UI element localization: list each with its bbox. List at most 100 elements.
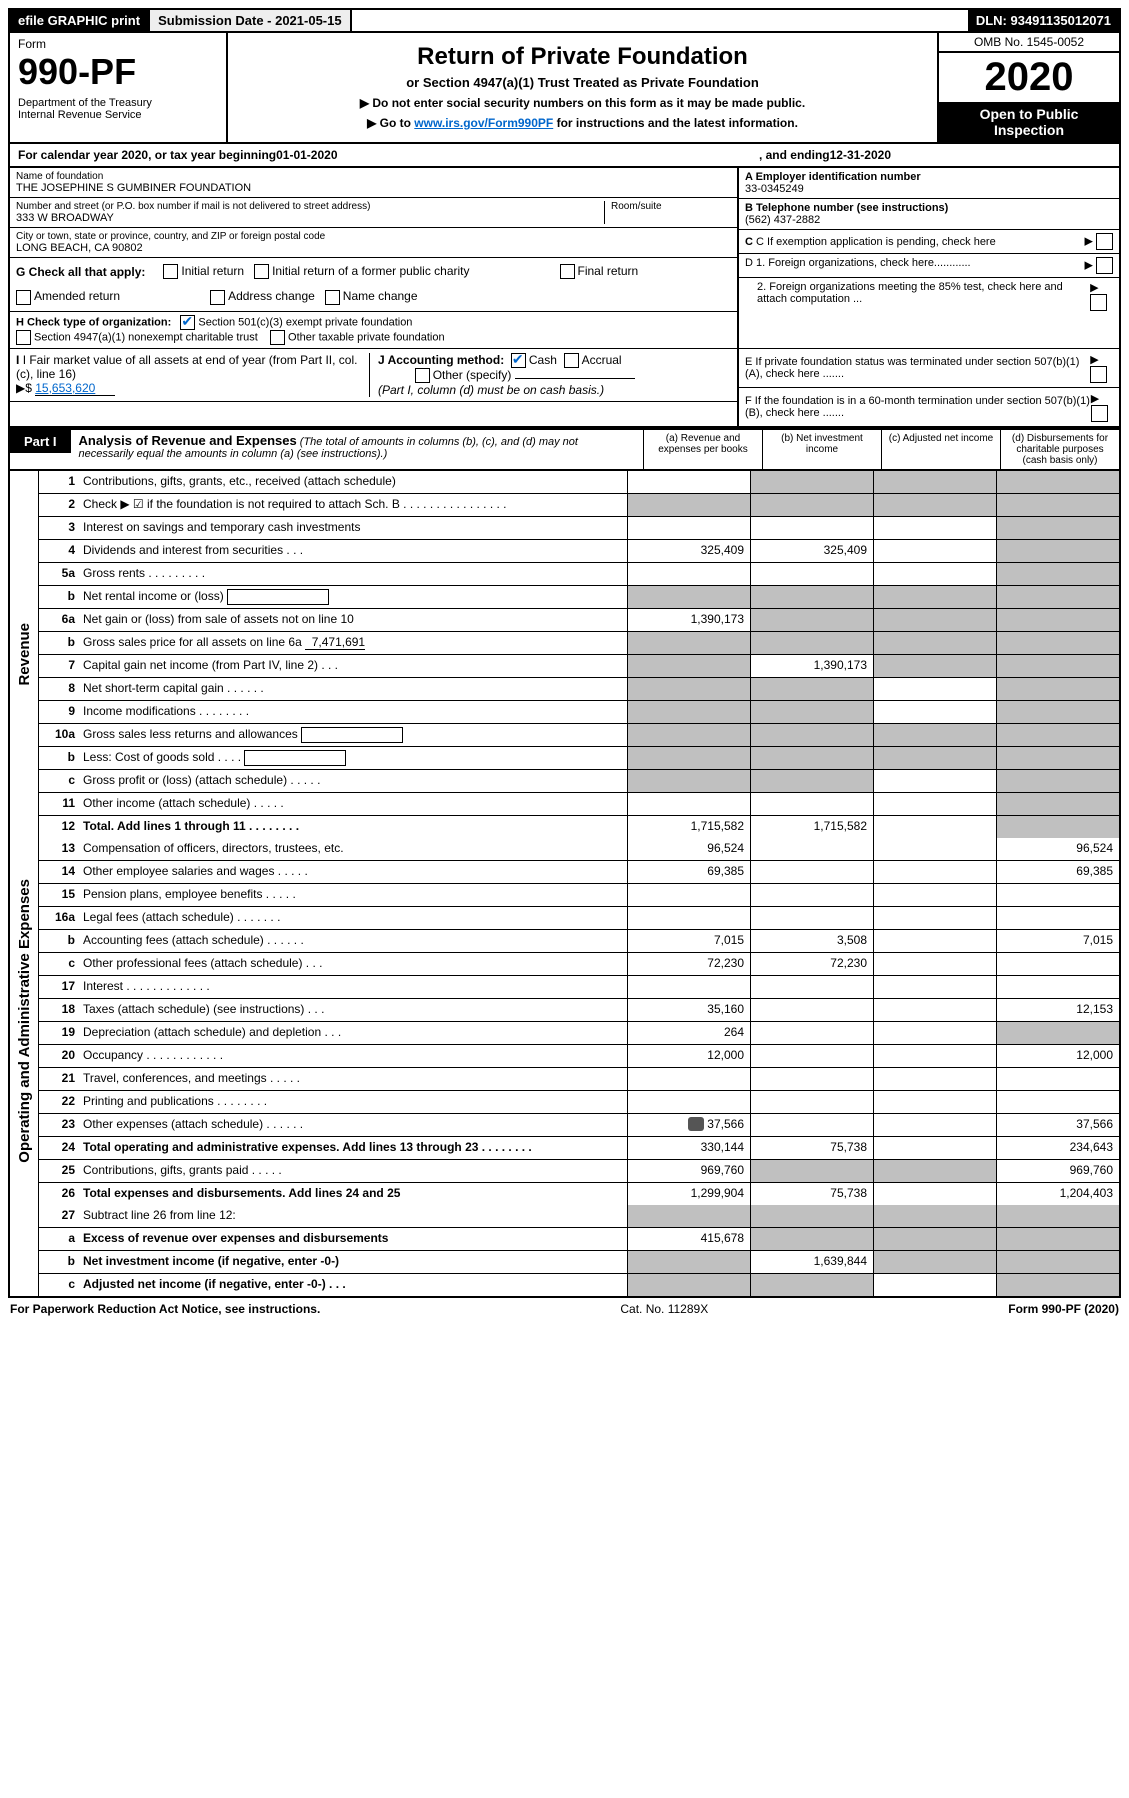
cal-end: 12-31-2020 (830, 148, 891, 162)
cell-value (996, 1251, 1119, 1273)
part1-header-row: Part I Analysis of Revenue and Expenses … (8, 428, 1121, 469)
row-number: 3 (39, 517, 79, 539)
cell-value (750, 861, 873, 883)
row-desc: Net gain or (loss) from sale of assets n… (79, 609, 627, 631)
foundation-address: 333 W BROADWAY (16, 212, 604, 224)
fmv-value[interactable]: 15,653,620 (35, 381, 115, 396)
cell-value (996, 1068, 1119, 1090)
chk-d1[interactable] (1096, 257, 1113, 274)
table-row: 8 Net short-term capital gain . . . . . … (39, 678, 1119, 701)
cell-value (873, 1114, 996, 1136)
row-desc: Total operating and administrative expen… (79, 1137, 627, 1159)
cell-value (627, 586, 750, 608)
chk-name-change[interactable] (325, 290, 340, 305)
cell-value (873, 930, 996, 952)
chk-c[interactable] (1096, 233, 1113, 250)
cell-value (627, 793, 750, 815)
row-desc: Printing and publications . . . . . . . … (79, 1091, 627, 1113)
chk-amended-return[interactable] (16, 290, 31, 305)
footer-mid: Cat. No. 11289X (620, 1302, 708, 1316)
row-number: 7 (39, 655, 79, 677)
row-desc: Net investment income (if negative, ente… (79, 1251, 627, 1273)
cell-value (873, 678, 996, 700)
cal-mid: , and ending (759, 148, 830, 162)
chk-501c3[interactable] (180, 315, 195, 330)
table-row: b Net investment income (if negative, en… (39, 1251, 1119, 1274)
form990pf-link[interactable]: www.irs.gov/Form990PF (414, 116, 553, 130)
cell-value (750, 1205, 873, 1227)
cell-value (627, 770, 750, 792)
cell-value: 96,524 (996, 838, 1119, 860)
table-row: 26 Total expenses and disbursements. Add… (39, 1183, 1119, 1205)
row-desc: Net short-term capital gain . . . . . . (79, 678, 627, 700)
row-number: b (39, 632, 79, 654)
row-desc: Compensation of officers, directors, tru… (79, 838, 627, 860)
addr-label: Number and street (or P.O. box number if… (16, 201, 604, 212)
table-row: c Gross profit or (loss) (attach schedul… (39, 770, 1119, 793)
chk-e[interactable] (1090, 366, 1107, 383)
chk-cash[interactable] (511, 353, 526, 368)
cell-value (750, 1022, 873, 1044)
row-number: c (39, 770, 79, 792)
cell-value (996, 586, 1119, 608)
chk-f[interactable] (1091, 405, 1108, 422)
cell-value (627, 1251, 750, 1273)
table-row: 9 Income modifications . . . . . . . . (39, 701, 1119, 724)
efile-label[interactable]: efile GRAPHIC print (10, 10, 150, 31)
chk-4947a1[interactable] (16, 330, 31, 345)
row-desc: Gross rents . . . . . . . . . (79, 563, 627, 585)
cell-value: 1,299,904 (627, 1183, 750, 1205)
cell-value (873, 540, 996, 562)
row-number: 26 (39, 1183, 79, 1205)
table-row: 3 Interest on savings and temporary cash… (39, 517, 1119, 540)
chk-other-taxable[interactable] (270, 330, 285, 345)
cell-value (750, 517, 873, 539)
chk-other-method[interactable] (415, 368, 430, 383)
chk-initial-former[interactable] (254, 264, 269, 279)
cell-value: 415,678 (627, 1228, 750, 1250)
d1-label: D 1. Foreign organizations, check here..… (745, 257, 971, 274)
foundation-name: THE JOSEPHINE S GUMBINER FOUNDATION (16, 182, 731, 194)
cell-value (750, 1068, 873, 1090)
row-desc: Other employee salaries and wages . . . … (79, 861, 627, 883)
cell-value (627, 976, 750, 998)
cell-value (873, 655, 996, 677)
cell-value: 1,715,582 (750, 816, 873, 838)
table-row: 4 Dividends and interest from securities… (39, 540, 1119, 563)
cal-begin: 01-01-2020 (276, 148, 337, 162)
attachment-icon[interactable] (688, 1117, 704, 1131)
row-desc: Pension plans, employee benefits . . . .… (79, 884, 627, 906)
cell-value (996, 884, 1119, 906)
chk-initial-return[interactable] (163, 264, 178, 279)
cell-value (750, 1114, 873, 1136)
cell-value (627, 678, 750, 700)
cell-value (873, 1183, 996, 1205)
cell-value: 330,144 (627, 1137, 750, 1159)
cell-value (873, 1137, 996, 1159)
row-desc: Travel, conferences, and meetings . . . … (79, 1068, 627, 1090)
d2-label: 2. Foreign organizations meeting the 85%… (745, 281, 1090, 311)
cell-value (996, 747, 1119, 769)
cell-value (873, 976, 996, 998)
table-row: 5a Gross rents . . . . . . . . . (39, 563, 1119, 586)
cell-value (750, 976, 873, 998)
footer-right: Form 990-PF (2020) (1008, 1302, 1119, 1316)
cell-value (627, 563, 750, 585)
table-row: 14 Other employee salaries and wages . .… (39, 861, 1119, 884)
chk-accrual[interactable] (564, 353, 579, 368)
cell-value: 969,760 (627, 1160, 750, 1182)
cell-value (873, 1274, 996, 1296)
chk-final-return[interactable] (560, 264, 575, 279)
row-number: 25 (39, 1160, 79, 1182)
chk-address-change[interactable] (210, 290, 225, 305)
table-row: 13 Compensation of officers, directors, … (39, 838, 1119, 861)
table-row: 25 Contributions, gifts, grants paid . .… (39, 1160, 1119, 1183)
row-number: b (39, 747, 79, 769)
table-row: 15 Pension plans, employee benefits . . … (39, 884, 1119, 907)
table-row: 20 Occupancy . . . . . . . . . . . . 12,… (39, 1045, 1119, 1068)
cell-value: 7,015 (627, 930, 750, 952)
row-desc: Interest on savings and temporary cash i… (79, 517, 627, 539)
cell-value (750, 838, 873, 860)
cell-value: 234,643 (996, 1137, 1119, 1159)
chk-d2[interactable] (1090, 294, 1107, 311)
